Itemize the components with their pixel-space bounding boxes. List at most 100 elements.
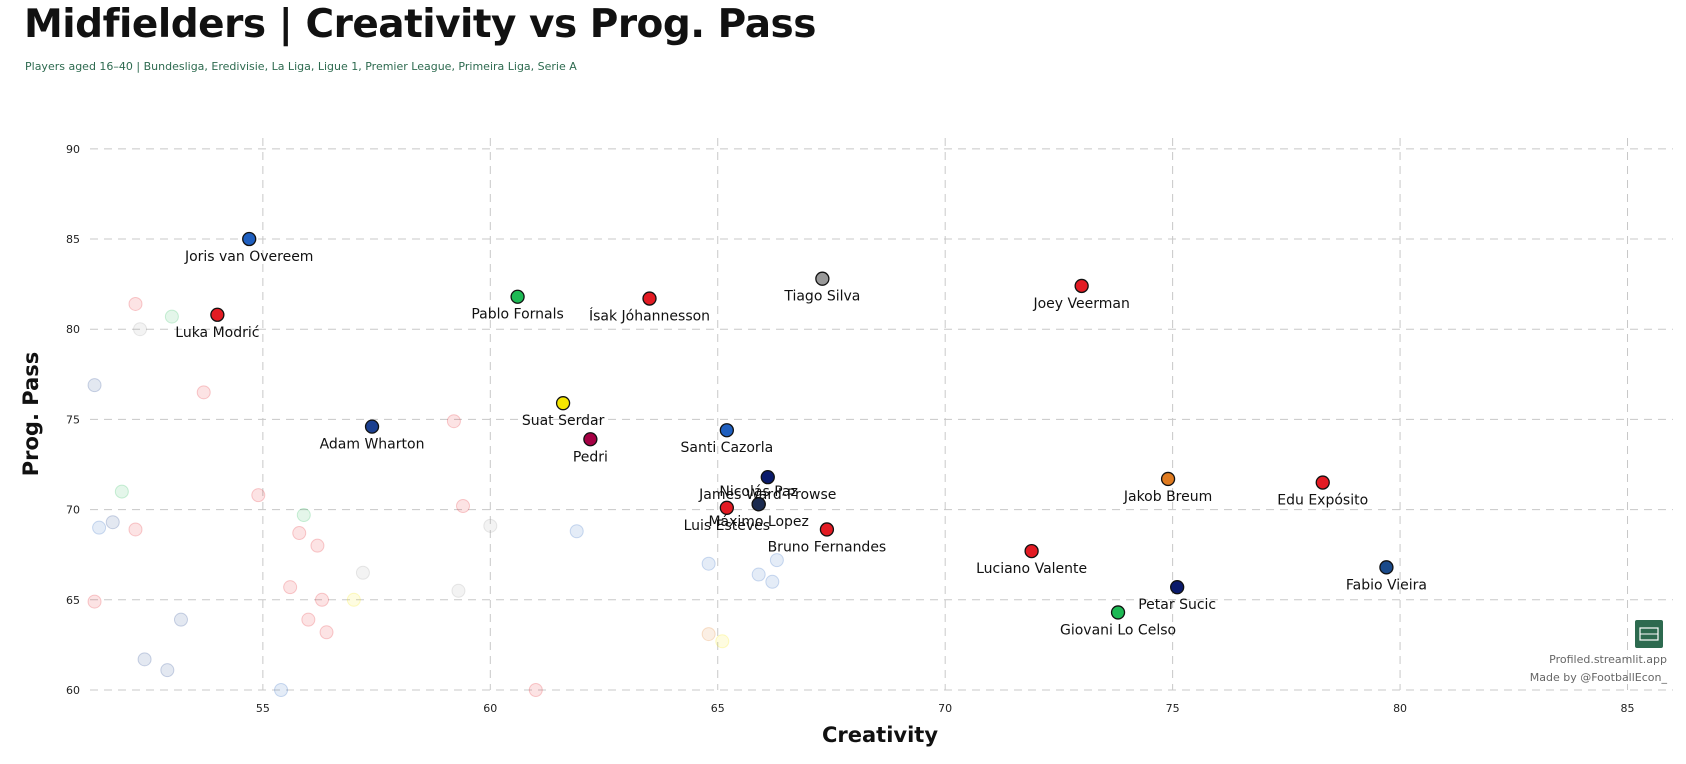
background-point: [137, 652, 152, 667]
y-tick-label: 60: [66, 684, 80, 697]
player-point: [1160, 471, 1176, 487]
y-tick-label: 65: [66, 594, 80, 607]
player-label: Adam Wharton: [320, 437, 425, 453]
grid-lines: [90, 138, 1673, 691]
background-point: [569, 524, 584, 539]
player-label: Luis Esteves: [684, 518, 771, 534]
player-point: [642, 291, 657, 306]
background-point: [715, 634, 730, 649]
background-point: [128, 296, 143, 311]
background-point: [292, 526, 307, 541]
background-point: [164, 309, 179, 324]
background-point: [701, 556, 716, 571]
y-axis-title: Prog. Pass: [19, 352, 43, 477]
player-point: [751, 497, 766, 512]
background-point: [251, 488, 266, 503]
player-point: [510, 289, 525, 304]
player-label: Petar Sucic: [1138, 597, 1216, 613]
background-point: [160, 663, 175, 678]
player-point: [760, 469, 775, 485]
background-point: [701, 627, 716, 642]
player-label: Pedri: [573, 449, 608, 465]
x-tick-label: 55: [256, 702, 270, 715]
background-point: [87, 378, 102, 393]
background-point: [456, 499, 471, 513]
y-tick-label: 85: [66, 233, 80, 246]
player-point: [1024, 543, 1039, 559]
player-point: [1379, 560, 1394, 575]
credit-site: Profiled.streamlit.app: [1549, 653, 1667, 666]
background-point: [283, 580, 298, 595]
background-point: [528, 683, 543, 697]
player-point: [210, 307, 225, 322]
y-tick-labels: 60 65 70 75 80 85 90: [66, 143, 80, 697]
player-label: Suat Serdar: [522, 413, 605, 429]
x-tick-label: 80: [1393, 702, 1407, 715]
credit-author: Made by @FootballEcon_: [1530, 671, 1668, 684]
background-point: [301, 612, 316, 627]
y-tick-label: 80: [66, 323, 80, 336]
player-label: Giovani Lo Celso: [1060, 622, 1176, 638]
background-point: [314, 592, 329, 607]
player-point: [1074, 278, 1089, 294]
player-point: [242, 231, 257, 247]
player-label: Luka Modrić: [175, 325, 259, 341]
x-tick-label: 85: [1621, 702, 1635, 715]
highlighted-points: [210, 231, 1394, 620]
player-label: Máximo Lopez: [708, 514, 808, 530]
pitch-logo-icon: [1635, 620, 1663, 648]
player-point: [719, 423, 734, 438]
background-point: [446, 414, 461, 429]
background-point: [346, 592, 361, 607]
point-labels: Joris van Overeem Luka Modrić Pablo Fornal…: [175, 249, 1427, 638]
player-label: James Ward-Prowse: [698, 487, 836, 503]
player-label: Jakob Breum: [1123, 489, 1212, 505]
background-point: [87, 594, 102, 609]
background-point: [196, 385, 211, 400]
player-label: Joris van Overeem: [184, 249, 314, 265]
player-label: Fabio Vieira: [1346, 577, 1427, 593]
background-point: [173, 612, 188, 627]
y-tick-label: 75: [66, 413, 80, 426]
player-label: Luciano Valente: [976, 561, 1087, 577]
player-point: [555, 396, 571, 411]
player-point: [815, 271, 830, 286]
chart-title: Midfielders | Creativity vs Prog. Pass: [24, 2, 816, 47]
x-tick-labels: 55 60 65 70 75 80 85: [256, 702, 1635, 715]
player-label: Joey Veerman: [1032, 296, 1129, 312]
background-point: [751, 567, 766, 582]
background-point: [769, 553, 784, 568]
player-label: Pablo Fornals: [471, 307, 563, 323]
background-point: [483, 518, 498, 533]
player-label: Santi Cazorla: [681, 440, 774, 456]
y-tick-label: 70: [66, 504, 80, 517]
background-point: [451, 583, 466, 598]
x-tick-label: 60: [483, 702, 497, 715]
y-tick-label: 90: [66, 143, 80, 156]
background-point: [310, 538, 325, 553]
x-axis-title: Creativity: [822, 723, 938, 747]
x-tick-label: 75: [1166, 702, 1180, 715]
player-label: Ísak Jóhannesson: [589, 308, 710, 325]
background-point: [765, 574, 780, 589]
player-point: [583, 432, 598, 447]
player-point: [719, 500, 734, 515]
player-label: Tiago Silva: [783, 289, 860, 305]
player-label: Edu Expósito: [1277, 493, 1368, 509]
player-point: [1315, 475, 1330, 490]
x-tick-label: 70: [938, 702, 952, 715]
background-point: [355, 565, 370, 580]
player-label: Nicolás Paz: [719, 484, 798, 500]
player-label: Bruno Fernandes: [768, 539, 887, 555]
chart-subtitle: Players aged 16–40 | Bundesliga, Eredivi…: [25, 60, 577, 73]
background-points: [87, 296, 784, 697]
player-point: [1110, 605, 1126, 620]
player-point: [1170, 580, 1185, 595]
background-point: [128, 522, 143, 537]
background-point: [133, 322, 148, 337]
background-point: [296, 508, 311, 523]
background-point: [105, 515, 120, 530]
x-tick-label: 65: [711, 702, 725, 715]
background-point: [274, 683, 289, 697]
